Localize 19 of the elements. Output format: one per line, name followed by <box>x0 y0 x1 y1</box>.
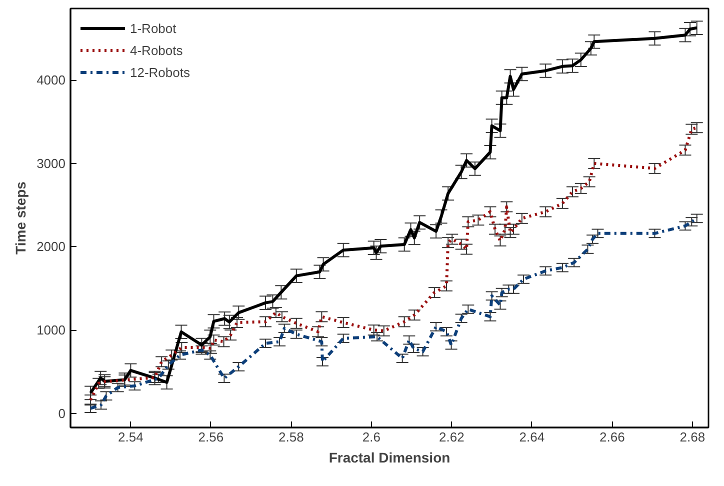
x-tick-label: 2.62 <box>439 430 464 444</box>
y-tick-label: 3000 <box>36 156 66 171</box>
x-tick-label: 2.58 <box>278 430 304 444</box>
legend-label: 4-Robots <box>130 42 183 58</box>
y-axis-title: Time steps <box>12 181 29 254</box>
x-tick-label: 2.54 <box>118 430 144 444</box>
line-series <box>89 126 698 402</box>
y-tick-label: 0 <box>58 406 66 421</box>
x-axis-title: Fractal Dimension <box>328 450 450 466</box>
y-tick-label: 4000 <box>36 72 66 88</box>
y-tick-label: 1000 <box>36 322 66 338</box>
y-tick-label: 2000 <box>36 239 66 254</box>
x-tick-label: 2.6 <box>362 430 380 444</box>
legend-label: 1-Robot <box>130 20 176 36</box>
x-tick-label: 2.64 <box>519 430 545 444</box>
x-tick-label: 2.56 <box>198 430 224 444</box>
x-tick-label: 2.68 <box>680 430 706 444</box>
x-tick-label: 2.66 <box>600 430 625 444</box>
legend-label: 12-Robots <box>130 64 190 80</box>
